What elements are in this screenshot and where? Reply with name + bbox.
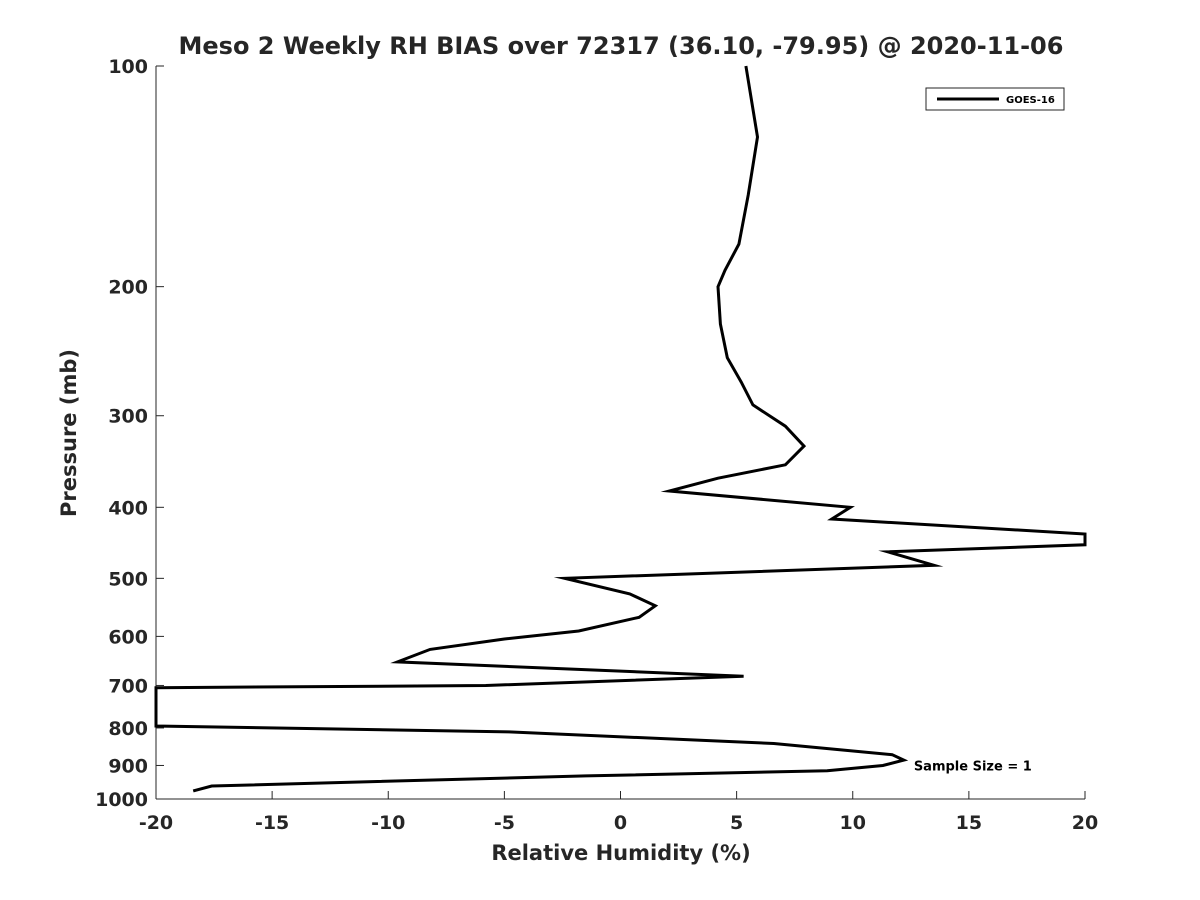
x-tick-label: 20 bbox=[1072, 812, 1098, 834]
x-tick-label: -20 bbox=[139, 812, 173, 834]
y-tick-label: 800 bbox=[108, 718, 148, 740]
legend: GOES-16 bbox=[925, 87, 1065, 111]
y-tick-label: 300 bbox=[108, 406, 148, 428]
y-tick-label: 200 bbox=[108, 277, 148, 299]
x-tick-label: 15 bbox=[956, 812, 982, 834]
y-axis-label: Pressure (mb) bbox=[57, 349, 81, 517]
x-tick-label: -5 bbox=[494, 812, 515, 834]
x-tick-label: 5 bbox=[730, 812, 743, 834]
series-line-goes-16 bbox=[154, 65, 1087, 793]
y-tick-label: 400 bbox=[108, 497, 148, 519]
x-tick-label: -15 bbox=[255, 812, 289, 834]
plot-frame bbox=[156, 66, 1085, 799]
y-tick-label: 500 bbox=[108, 568, 148, 590]
chart-title: Meso 2 Weekly RH BIAS over 72317 (36.10,… bbox=[179, 32, 1064, 60]
plot-area: -20 -15 -10 -5 0 5 10 15 20 100 200 300 400 500 600 70… bbox=[95, 56, 1098, 834]
legend-label-goes-16: GOES-16 bbox=[1006, 95, 1055, 106]
annotation-layer: Sample Size = 1 bbox=[914, 759, 1032, 774]
y-tick-label: 1000 bbox=[95, 789, 148, 811]
y-tick-label: 900 bbox=[108, 755, 148, 777]
y-tick-label: 100 bbox=[108, 56, 148, 78]
x-axis-ticks: -20 -15 -10 -5 0 5 10 15 20 bbox=[139, 791, 1098, 834]
sample-size-annotation: Sample Size = 1 bbox=[914, 759, 1032, 774]
x-axis-label: Relative Humidity (%) bbox=[491, 841, 750, 865]
x-tick-label: -10 bbox=[371, 812, 405, 834]
x-tick-label: 0 bbox=[614, 812, 627, 834]
y-tick-label: 700 bbox=[108, 675, 148, 697]
y-axis-ticks: 100 200 300 400 500 600 700 800 900 1000 bbox=[95, 56, 164, 811]
series-layer bbox=[154, 65, 1087, 793]
y-tick-label: 600 bbox=[108, 626, 148, 648]
x-tick-label: 10 bbox=[840, 812, 866, 834]
